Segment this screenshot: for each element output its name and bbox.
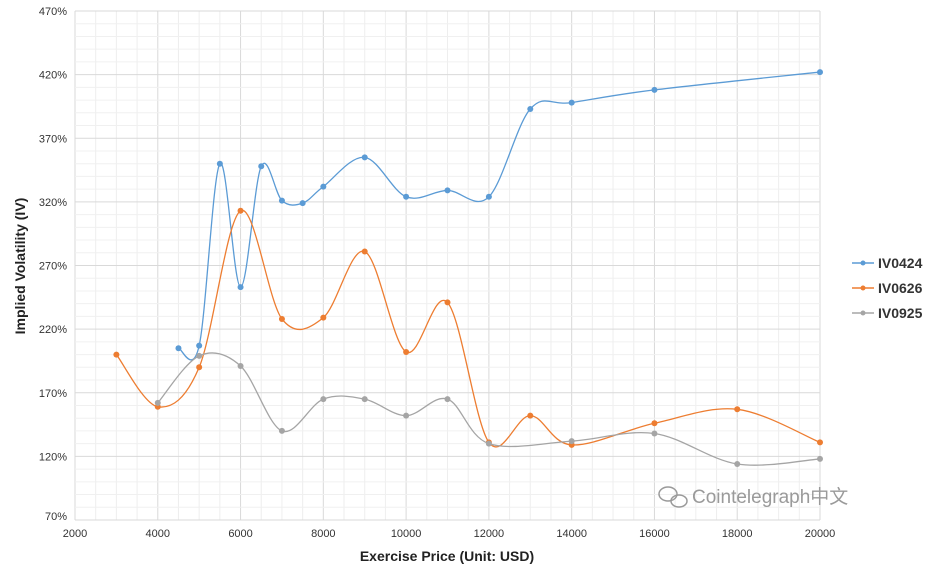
- x-tick-label: 6000: [228, 528, 252, 540]
- data-point: [734, 461, 741, 468]
- series-IV0424: [175, 69, 823, 361]
- y-tick-label: 320%: [39, 197, 67, 209]
- y-tick-label: 70%: [45, 511, 67, 523]
- x-tick-label: 20000: [805, 528, 836, 540]
- data-point: [237, 363, 244, 370]
- x-axis-title: Exercise Price (Unit: USD): [360, 548, 534, 564]
- series-IV0925: [154, 352, 823, 468]
- data-point: [403, 193, 410, 200]
- data-point: [361, 154, 368, 161]
- x-tick-label: 14000: [556, 528, 587, 540]
- data-point: [817, 455, 823, 462]
- y-tick-label: 470%: [39, 6, 67, 18]
- y-tick-label: 170%: [39, 388, 67, 400]
- data-point: [320, 396, 327, 403]
- data-point: [299, 200, 306, 207]
- data-point: [403, 412, 410, 419]
- data-point: [485, 440, 492, 447]
- x-tick-label: 18000: [722, 528, 753, 540]
- tick-labels: 2000 4000 6000 8000 10000 12000 14000 16000 1800…: [39, 6, 835, 540]
- data-point: [278, 427, 285, 434]
- data-point: [444, 299, 451, 306]
- data-point: [196, 342, 203, 349]
- series-lines: [113, 69, 823, 468]
- data-point: [568, 99, 575, 106]
- data-point: [196, 352, 203, 359]
- data-point: [361, 248, 368, 255]
- x-tick-label: 10000: [391, 528, 422, 540]
- x-tick-label: 8000: [311, 528, 335, 540]
- data-point: [361, 396, 368, 403]
- data-point: [817, 439, 823, 446]
- legend-marker: [860, 285, 866, 291]
- data-point: [278, 197, 285, 204]
- wechat-icon: [658, 486, 688, 508]
- data-point: [527, 105, 534, 112]
- data-point: [154, 399, 161, 406]
- data-point: [175, 345, 182, 352]
- data-point: [651, 430, 658, 437]
- data-point: [444, 396, 451, 403]
- y-tick-label: 370%: [39, 133, 67, 145]
- watermark: Cointelegraph中文: [658, 486, 848, 508]
- x-tick-label: 4000: [146, 528, 170, 540]
- legend-label: IV0424: [878, 255, 923, 271]
- x-tick-label: 12000: [474, 528, 505, 540]
- data-point: [403, 349, 410, 356]
- data-point: [237, 207, 244, 214]
- legend-marker: [860, 310, 866, 316]
- data-point: [651, 420, 658, 427]
- data-point: [568, 438, 575, 445]
- data-point: [237, 284, 244, 291]
- data-point: [258, 163, 265, 170]
- data-point: [485, 193, 492, 200]
- watermark-text: Cointelegraph中文: [692, 486, 848, 508]
- data-point: [444, 187, 451, 194]
- y-tick-label: 220%: [39, 324, 67, 336]
- y-tick-label: 270%: [39, 261, 67, 273]
- data-point: [734, 406, 741, 413]
- y-axis-title: Implied Volatility (IV): [12, 198, 28, 335]
- data-point: [817, 69, 823, 76]
- y-tick-label: 120%: [39, 451, 67, 463]
- y-tick-label: 420%: [39, 70, 67, 82]
- x-tick-label: 2000: [63, 528, 87, 540]
- legend-marker: [860, 260, 866, 266]
- legend-label: IV0925: [878, 305, 923, 321]
- data-point: [320, 183, 327, 190]
- grid: [74, 10, 821, 521]
- data-point: [320, 314, 327, 321]
- legend: IV0424 IV0626 IV0925: [852, 255, 923, 321]
- data-point: [278, 315, 285, 322]
- x-tick-label: 16000: [639, 528, 670, 540]
- data-point: [196, 364, 203, 371]
- legend-label: IV0626: [878, 280, 923, 296]
- data-point: [527, 412, 534, 419]
- data-point: [113, 351, 120, 358]
- data-point: [216, 160, 223, 167]
- data-point: [651, 86, 658, 93]
